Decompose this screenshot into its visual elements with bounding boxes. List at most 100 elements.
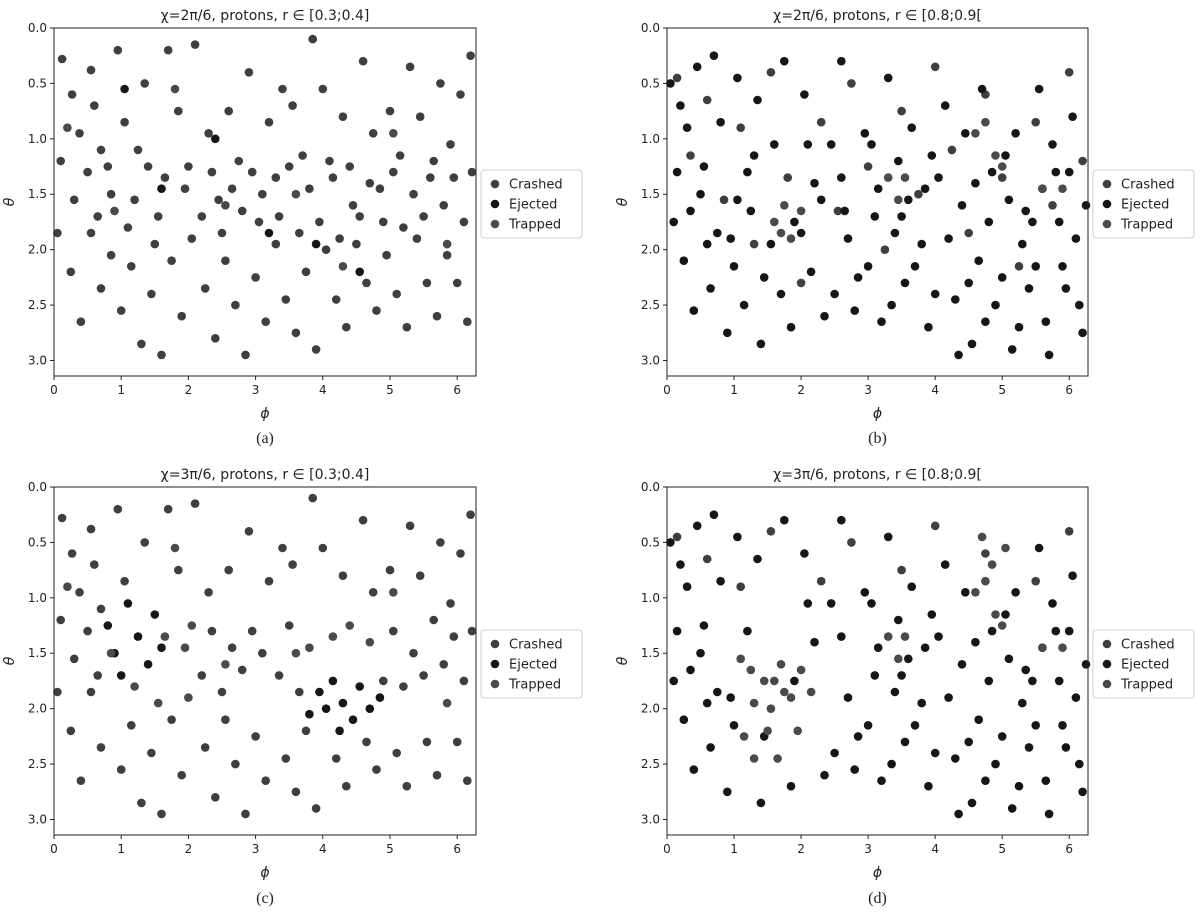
point-ejected	[746, 206, 756, 216]
point-trapped	[63, 582, 72, 591]
point-trapped	[900, 632, 910, 641]
point-crashed	[261, 776, 271, 785]
point-trapped	[987, 560, 997, 569]
point-trapped	[971, 588, 980, 597]
point-crashed	[358, 515, 368, 525]
point-crashed	[133, 145, 143, 155]
point-ejected	[1061, 743, 1071, 752]
legend-marker-trapped	[490, 679, 500, 689]
point-crashed	[432, 770, 442, 780]
point-ejected	[944, 693, 953, 702]
point-ejected	[706, 284, 715, 293]
point-ejected	[1078, 328, 1087, 338]
y-tick-label: 2.0	[28, 243, 47, 257]
point-crashed	[278, 84, 287, 94]
point-crashed	[177, 770, 186, 780]
point-ejected	[716, 117, 725, 127]
point-trapped	[1001, 543, 1010, 553]
point-ejected	[739, 300, 749, 310]
x-tick-label: 1	[117, 383, 125, 397]
point-crashed	[328, 173, 338, 182]
point-trapped	[106, 648, 116, 658]
point-crashed	[402, 322, 412, 332]
point-crashed	[200, 743, 210, 752]
y-tick-label: 1.5	[28, 646, 47, 660]
point-ejected	[672, 626, 682, 636]
point-ejected	[699, 621, 709, 630]
point-crashed	[308, 34, 318, 44]
point-ejected	[991, 300, 1000, 310]
point-crashed	[274, 212, 284, 221]
point-crashed	[301, 267, 311, 277]
point-crashed	[439, 660, 449, 669]
point-crashed	[321, 245, 331, 254]
point-ejected	[696, 189, 705, 199]
point-ejected	[890, 228, 900, 238]
point-ejected	[1034, 84, 1044, 94]
point-trapped	[291, 648, 301, 658]
point-ejected	[981, 776, 990, 785]
point-ejected	[676, 101, 685, 110]
point-ejected	[971, 637, 980, 647]
legend-label-crashed: Crashed	[1121, 178, 1175, 193]
point-ejected	[143, 660, 153, 669]
point-ejected	[951, 754, 960, 763]
point-ejected	[702, 239, 712, 249]
point-ejected	[1041, 776, 1051, 785]
point-crashed	[766, 527, 776, 536]
point-crashed	[719, 195, 729, 205]
point-crashed	[345, 162, 355, 171]
chart-title: χ=2π/6, protons, r ∈ [0.8;0.9[	[773, 8, 982, 24]
point-ejected	[328, 676, 338, 686]
point-ejected	[984, 217, 994, 227]
point-ejected	[997, 732, 1007, 741]
point-ejected	[843, 693, 853, 702]
point-crashed	[311, 345, 321, 354]
point-crashed	[204, 129, 213, 138]
y-tick-label: 3.0	[641, 353, 660, 367]
point-crashed	[96, 284, 106, 293]
x-tick-label: 4	[319, 842, 327, 856]
point-ejected	[116, 671, 126, 680]
point-ejected	[723, 328, 732, 338]
y-tick-label: 2.5	[28, 298, 47, 312]
point-crashed	[244, 527, 254, 536]
point-ejected	[957, 660, 967, 669]
point-crashed	[237, 665, 247, 675]
y-tick-label: 1.5	[28, 187, 47, 201]
point-ejected	[904, 195, 913, 205]
point-crashed	[207, 626, 217, 636]
point-trapped	[796, 665, 806, 675]
point-crashed	[66, 267, 76, 277]
point-crashed	[997, 173, 1007, 182]
point-crashed	[130, 195, 139, 205]
point-crashed	[251, 732, 260, 741]
x-tick-label: 0	[50, 842, 58, 856]
point-ejected	[709, 51, 719, 60]
point-ejected	[907, 582, 916, 591]
point-trapped	[63, 123, 72, 132]
point-crashed	[93, 671, 102, 680]
point-ejected	[666, 538, 675, 547]
x-tick-label: 6	[453, 842, 461, 856]
point-trapped	[981, 117, 990, 127]
point-ejected	[897, 671, 906, 680]
point-trapped	[180, 643, 190, 652]
panel-caption: (a)	[256, 430, 274, 447]
point-ejected	[692, 521, 702, 531]
point-ejected	[954, 350, 963, 360]
point-crashed	[86, 524, 96, 534]
legend-label-trapped: Trapped	[508, 218, 561, 233]
point-crashed	[1048, 201, 1057, 210]
point-trapped	[153, 698, 163, 708]
point-trapped	[736, 654, 745, 664]
point-trapped	[997, 162, 1007, 171]
point-crashed	[426, 173, 435, 182]
legend-marker-crashed	[490, 639, 500, 649]
point-crashed	[342, 781, 351, 791]
point-crashed	[123, 223, 133, 232]
panel-caption: (c)	[256, 890, 274, 907]
x-tick-label: 4	[931, 383, 939, 397]
point-crashed	[116, 306, 126, 315]
point-crashed	[207, 167, 217, 177]
